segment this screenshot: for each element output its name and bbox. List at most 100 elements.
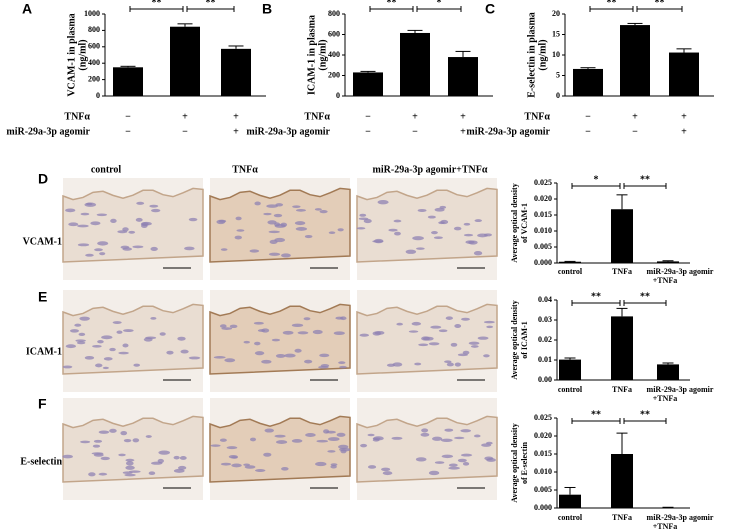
nucleus bbox=[434, 461, 445, 464]
nucleus bbox=[224, 358, 236, 363]
nucleus bbox=[408, 330, 419, 333]
bar bbox=[611, 209, 633, 263]
nucleus bbox=[434, 207, 445, 212]
bar bbox=[221, 48, 251, 96]
nucleus bbox=[339, 365, 347, 369]
nucleus bbox=[180, 349, 189, 354]
nucleus bbox=[328, 437, 340, 442]
bar bbox=[353, 72, 383, 96]
nucleus bbox=[220, 324, 227, 328]
nucleus bbox=[166, 350, 174, 355]
y-tick-label: 400 bbox=[88, 58, 100, 67]
nucleus bbox=[327, 450, 336, 453]
nucleus bbox=[109, 428, 117, 433]
nucleus bbox=[295, 208, 306, 212]
significance-label: ** bbox=[640, 291, 650, 302]
nucleus bbox=[150, 246, 158, 251]
nucleus bbox=[254, 351, 265, 356]
nucleus bbox=[463, 233, 474, 237]
nucleus bbox=[392, 362, 403, 367]
nucleus bbox=[333, 331, 345, 336]
nucleus bbox=[110, 218, 117, 224]
nucleus bbox=[253, 321, 264, 325]
nucleus bbox=[220, 248, 228, 251]
bar bbox=[620, 25, 650, 96]
nucleus bbox=[98, 430, 110, 434]
condition-label: TNFα bbox=[64, 111, 90, 122]
nucleus bbox=[360, 443, 368, 448]
x-tick-label: control bbox=[558, 513, 583, 522]
bar bbox=[559, 494, 581, 508]
nucleus bbox=[284, 353, 296, 358]
nucleus bbox=[267, 220, 277, 225]
column-label: control bbox=[91, 164, 122, 175]
nucleus bbox=[358, 217, 369, 220]
nucleus bbox=[148, 471, 156, 476]
condition-mark: + bbox=[460, 126, 466, 137]
nucleus bbox=[243, 340, 250, 344]
nucleus bbox=[359, 333, 370, 337]
nucleus bbox=[231, 456, 238, 459]
nucleus bbox=[117, 230, 128, 234]
nucleus bbox=[359, 213, 367, 217]
nucleus bbox=[100, 456, 110, 461]
nucleus bbox=[294, 348, 302, 353]
nucleus bbox=[254, 469, 266, 472]
nucleus bbox=[118, 351, 129, 355]
condition-mark: − bbox=[125, 126, 131, 137]
y-tick-label: 0.000 bbox=[534, 503, 552, 512]
nucleus bbox=[254, 341, 261, 346]
y-tick-label: 0 bbox=[556, 91, 560, 100]
row-label: E-selectin bbox=[20, 456, 62, 467]
bar bbox=[657, 364, 679, 380]
nucleus bbox=[483, 233, 492, 237]
nucleus bbox=[261, 359, 272, 364]
significance-label: ** bbox=[640, 409, 650, 420]
nucleus bbox=[243, 463, 250, 466]
nucleus bbox=[440, 219, 449, 225]
nucleus bbox=[291, 323, 304, 328]
significance-label: ** bbox=[387, 0, 397, 8]
nucleus bbox=[136, 201, 145, 205]
nucleus bbox=[263, 212, 272, 216]
nucleus bbox=[292, 205, 301, 208]
nucleus bbox=[432, 436, 443, 441]
nucleus bbox=[473, 434, 481, 438]
nucleus bbox=[118, 453, 126, 457]
tissue bbox=[356, 415, 498, 483]
nucleus bbox=[340, 449, 347, 454]
nucleus bbox=[178, 465, 187, 470]
condition-mark: + bbox=[233, 111, 239, 122]
nucleus bbox=[128, 230, 136, 234]
column-label: TNFα bbox=[232, 164, 258, 175]
nucleus bbox=[431, 231, 438, 235]
nucleus bbox=[281, 467, 289, 471]
y-tick-label: 0.00 bbox=[538, 375, 552, 384]
nucleus bbox=[86, 202, 93, 206]
significance-label: ** bbox=[607, 0, 617, 8]
condition-mark: + bbox=[681, 111, 687, 122]
nucleus bbox=[97, 241, 109, 246]
nucleus bbox=[135, 217, 143, 222]
nucleus bbox=[112, 321, 122, 324]
nucleus bbox=[132, 245, 144, 249]
nucleus bbox=[427, 215, 436, 219]
nucleus bbox=[396, 322, 404, 326]
nucleus bbox=[291, 439, 303, 443]
nucleus bbox=[266, 204, 279, 208]
nucleus bbox=[372, 438, 380, 442]
nucleus bbox=[281, 253, 291, 258]
nucleus bbox=[80, 212, 90, 216]
nucleus bbox=[438, 329, 448, 333]
nucleus bbox=[244, 465, 256, 469]
nucleus bbox=[461, 317, 470, 321]
nucleus bbox=[462, 461, 470, 466]
condition-mark: − bbox=[365, 111, 371, 122]
nucleus bbox=[483, 320, 495, 324]
condition-mark: + bbox=[681, 126, 687, 137]
nucleus bbox=[394, 231, 401, 236]
nucleus bbox=[275, 353, 286, 358]
y-tick-label: 10 bbox=[552, 50, 560, 59]
nucleus bbox=[454, 323, 462, 329]
